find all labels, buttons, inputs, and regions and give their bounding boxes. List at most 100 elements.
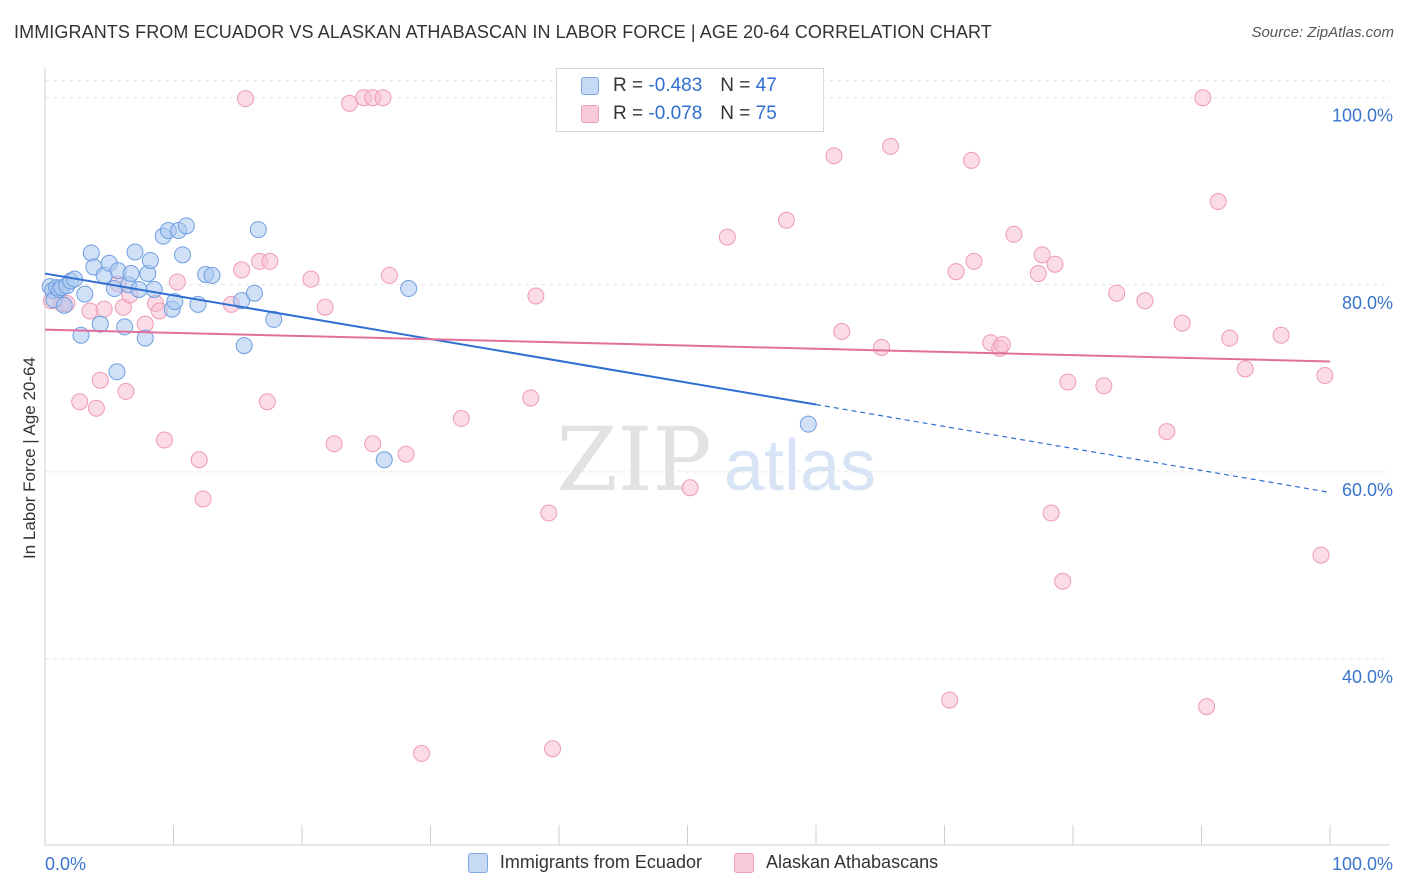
series-legend-ecuador[interactable]: Immigrants from Ecuador: [467, 852, 702, 873]
ecuador-point: [799, 415, 817, 433]
series-name-ecuador: Immigrants from Ecuador: [499, 852, 702, 872]
legend-r-value: -0.078: [648, 103, 703, 124]
athabascan-point: [1095, 377, 1113, 395]
athabascan-point: [1316, 367, 1334, 385]
athabascan-point: [1136, 292, 1154, 310]
legend-n-label: N =: [720, 103, 751, 124]
athabascan-point: [1059, 373, 1077, 391]
ecuador-point: [76, 285, 94, 303]
ecuador-point: [249, 221, 267, 239]
athabascan-point: [1046, 255, 1064, 273]
athabascan-point: [1108, 284, 1126, 302]
athabascan-point: [117, 382, 135, 400]
ecuador-point: [203, 266, 221, 284]
athabascan-point: [1158, 423, 1176, 441]
athabascan-point: [1173, 314, 1191, 332]
series-legend-athabascan[interactable]: Alaskan Athabascans: [733, 852, 939, 873]
athabascan-point: [341, 94, 359, 112]
athabascan-point: [1029, 265, 1047, 283]
ecuador-point: [122, 265, 140, 283]
watermark: ZIP atlas: [556, 408, 876, 511]
athabascan-point: [1209, 193, 1227, 211]
y-tick-label: 60.0%: [1342, 480, 1393, 500]
ecuador-point: [265, 310, 283, 328]
ecuador-point: [126, 243, 144, 261]
athabascan-point: [302, 270, 320, 288]
series-swatch-blue: [467, 852, 488, 873]
athabascan-point: [965, 252, 983, 270]
athabascan-point: [941, 691, 959, 709]
legend-n-value: 47: [755, 75, 777, 96]
chart-title: IMMIGRANTS FROM ECUADOR VS ALASKAN ATHAB…: [14, 22, 992, 42]
athabascan-point: [718, 228, 736, 246]
ecuador-point: [145, 280, 163, 298]
athabascan-point: [452, 410, 470, 428]
ecuador-point: [105, 280, 123, 298]
correlation-legend: R = -0.483 N = 47 R = -0.078 N = 75: [556, 68, 824, 132]
athabascan-point: [1221, 329, 1239, 347]
athabascan-point: [1272, 326, 1290, 344]
athabascan-point: [833, 323, 851, 341]
ecuador-point: [173, 246, 191, 264]
legend-swatch-pink: [581, 105, 599, 123]
athabascan-point: [777, 211, 795, 229]
legend-r-label: R =: [613, 103, 644, 124]
gridlines: [45, 80, 1390, 660]
athabascan-point: [825, 147, 843, 165]
legend-n-label: N =: [720, 75, 751, 96]
ecuador-point: [375, 451, 393, 469]
ecuador-point: [177, 217, 195, 235]
athabascan-point: [1198, 698, 1216, 716]
ecuador-point: [91, 315, 109, 333]
athabascan-point: [258, 393, 276, 411]
ecuador-point: [235, 337, 253, 355]
series-swatch-pink: [733, 852, 754, 873]
athabascan-point: [87, 399, 105, 417]
legend-row-ecuador: R = -0.483 N = 47: [581, 73, 777, 99]
athabascan-point: [316, 298, 334, 316]
athabascan-point: [993, 336, 1011, 354]
athabascan-point: [380, 266, 398, 284]
series-name-athabascan: Alaskan Athabascans: [765, 852, 939, 872]
trend-lines: [44, 272, 1331, 494]
ecuador-point: [400, 280, 418, 298]
athabascan-point: [1312, 546, 1330, 564]
athabascan-point: [873, 338, 891, 356]
y-tick-label: 40.0%: [1342, 667, 1393, 687]
ecuador-point: [108, 363, 126, 381]
ecuador-point: [245, 284, 263, 302]
athabascan-point: [168, 273, 186, 291]
athabascan-point: [374, 89, 392, 107]
x-tick-label: 0.0%: [45, 854, 86, 874]
athabascan-point: [1042, 504, 1060, 522]
athabascan-point: [882, 137, 900, 155]
x-tick-label: 100.0%: [1332, 854, 1393, 874]
ecuador-point: [82, 244, 100, 262]
athabascan-point: [397, 445, 415, 463]
athabascan-point: [522, 389, 540, 407]
legend-row-athabascan: R = -0.078 N = 75: [581, 101, 777, 127]
athabascan-point: [91, 371, 109, 389]
ecuador-point: [136, 329, 154, 347]
legend-r-value: -0.483: [648, 75, 703, 96]
y-tick-label: 100.0%: [1332, 106, 1393, 126]
series-legend: Immigrants from Ecuador Alaskan Athabasc…: [0, 852, 1406, 873]
athabascan-point: [95, 300, 113, 318]
athabascan-point: [544, 740, 562, 758]
ecuador-point: [141, 251, 159, 269]
athabascan-point: [364, 435, 382, 453]
ecuador-point: [166, 293, 184, 311]
tick-labels: 40.0% 60.0% 80.0% 100.0% 0.0% 100.0%: [45, 106, 1393, 874]
athabascan-point: [1054, 572, 1072, 590]
athabascan-point: [325, 435, 343, 453]
legend-swatch-blue: [581, 77, 599, 95]
ecuador-point: [233, 292, 251, 310]
athabascan-point: [156, 431, 174, 449]
athabascan-point: [194, 490, 212, 508]
athabascan-point: [540, 504, 558, 522]
athabascan-point: [71, 393, 89, 411]
athabascan-point: [947, 263, 965, 281]
athabascan-trend-line: [44, 328, 1331, 363]
athabascan-point: [1005, 225, 1023, 243]
